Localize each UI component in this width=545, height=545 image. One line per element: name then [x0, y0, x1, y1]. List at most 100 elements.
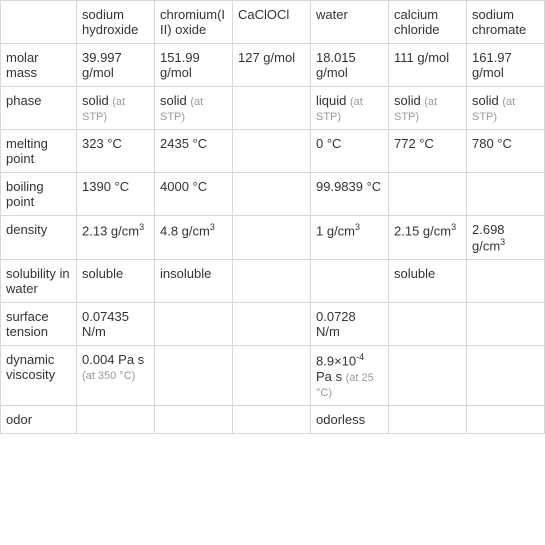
table-cell: 0.0728 N/m — [311, 303, 389, 346]
cell-value: 151.99 g/mol — [160, 50, 200, 80]
table-cell — [155, 346, 233, 405]
cell-value: 111 g/mol — [394, 50, 449, 65]
table-row: surface tension0.07435 N/m0.0728 N/m — [1, 303, 545, 346]
table-cell: solid (at STP) — [467, 87, 545, 130]
table-cell — [77, 405, 155, 433]
table-cell — [389, 173, 467, 216]
cell-value: solid — [394, 93, 421, 108]
row-label: solubility in water — [1, 260, 77, 303]
cell-value: odorless — [316, 412, 365, 427]
table-cell: 4.8 g/cm3 — [155, 216, 233, 260]
table-cell: 780 °C — [467, 130, 545, 173]
table-cell — [233, 87, 311, 130]
header-compound: chromium(III) oxide — [155, 1, 233, 44]
table-row: boiling point 1390 °C 4000 °C 99.9839 °C — [1, 173, 545, 216]
table-row: dynamic viscosity0.004 Pa s (at 350 °C)8… — [1, 346, 545, 405]
cell-value: solid — [472, 93, 499, 108]
table-cell — [467, 260, 545, 303]
header-compound: sodium chromate — [467, 1, 545, 44]
header-compound: sodium hydroxide — [77, 1, 155, 44]
table-row: odor odorless — [1, 405, 545, 433]
table-cell — [233, 405, 311, 433]
table-cell — [233, 173, 311, 216]
table-cell: 161.97 g/mol — [467, 44, 545, 87]
table-cell — [233, 130, 311, 173]
cell-value: solid — [82, 93, 109, 108]
row-label: density — [1, 216, 77, 260]
table-cell: 1 g/cm3 — [311, 216, 389, 260]
cell-value: 0.07435 N/m — [82, 309, 129, 339]
table-cell: liquid (at STP) — [311, 87, 389, 130]
table-cell — [389, 346, 467, 405]
table-cell: 127 g/mol — [233, 44, 311, 87]
table-cell: 323 °C — [77, 130, 155, 173]
table-cell — [389, 405, 467, 433]
table-cell: 0 °C — [311, 130, 389, 173]
cell-value: 772 °C — [394, 136, 434, 151]
cell-value: soluble — [394, 266, 435, 281]
row-label: boiling point — [1, 173, 77, 216]
cell-value: 2.13 g/cm — [82, 223, 139, 238]
table-cell: 111 g/mol — [389, 44, 467, 87]
table-cell: 0.004 Pa s (at 350 °C) — [77, 346, 155, 405]
cell-value: insoluble — [160, 266, 211, 281]
table-cell — [233, 260, 311, 303]
table-cell: 39.997 g/mol — [77, 44, 155, 87]
row-label: dynamic viscosity — [1, 346, 77, 405]
cell-value: 0.004 Pa s — [82, 352, 144, 367]
table-cell — [233, 346, 311, 405]
table-cell: 0.07435 N/m — [77, 303, 155, 346]
table-cell: soluble — [77, 260, 155, 303]
cell-value: 2435 °C — [160, 136, 207, 151]
table-cell: odorless — [311, 405, 389, 433]
cell-value: soluble — [82, 266, 123, 281]
row-label: phase — [1, 87, 77, 130]
table-row: melting point323 °C2435 °C0 °C772 °C780 … — [1, 130, 545, 173]
table-cell — [467, 303, 545, 346]
table-cell — [467, 346, 545, 405]
table-cell: 2435 °C — [155, 130, 233, 173]
cell-value: 161.97 g/mol — [472, 50, 512, 80]
cell-value: 2.15 g/cm — [394, 223, 451, 238]
cell-value: 39.997 g/mol — [82, 50, 122, 80]
row-label: odor — [1, 405, 77, 433]
table-cell: 4000 °C — [155, 173, 233, 216]
cell-value: 4000 °C — [160, 179, 207, 194]
properties-table: sodium hydroxide chromium(III) oxide CaC… — [0, 0, 545, 434]
table-cell: solid (at STP) — [155, 87, 233, 130]
cell-value: 0.0728 N/m — [316, 309, 356, 339]
table-cell: 8.9×10-4 Pa s (at 25 °C) — [311, 346, 389, 405]
table-cell — [155, 405, 233, 433]
table-cell: 18.015 g/mol — [311, 44, 389, 87]
secondary-text: (at 350 °C) — [82, 370, 135, 382]
cell-value: 323 °C — [82, 136, 122, 151]
header-row: sodium hydroxide chromium(III) oxide CaC… — [1, 1, 545, 44]
table-cell — [311, 260, 389, 303]
table-row: phasesolid (at STP)solid (at STP)liquid … — [1, 87, 545, 130]
cell-value: 0 °C — [316, 136, 341, 151]
table-cell: insoluble — [155, 260, 233, 303]
header-compound: calcium chloride — [389, 1, 467, 44]
row-label: molar mass — [1, 44, 77, 87]
cell-value: 1390 °C — [82, 179, 129, 194]
table-cell: solid (at STP) — [389, 87, 467, 130]
table-row: molar mass39.997 g/mol 151.99 g/mol 127 g/… — [1, 44, 545, 87]
table-cell: 2.15 g/cm3 — [389, 216, 467, 260]
header-empty — [1, 1, 77, 44]
cell-value: 1 g/cm — [316, 223, 355, 238]
table-cell — [389, 303, 467, 346]
table-cell — [155, 303, 233, 346]
table-cell — [233, 216, 311, 260]
table-cell: 99.9839 °C — [311, 173, 389, 216]
header-compound: water — [311, 1, 389, 44]
cell-value: 99.9839 °C — [316, 179, 381, 194]
table-cell: 772 °C — [389, 130, 467, 173]
table-row: solubility in water soluble insoluble solub… — [1, 260, 545, 303]
cell-value: 780 °C — [472, 136, 512, 151]
table-cell: solid (at STP) — [77, 87, 155, 130]
table-cell: soluble — [389, 260, 467, 303]
cell-value: liquid — [316, 93, 346, 108]
table-cell — [467, 405, 545, 433]
table-row: density2.13 g/cm34.8 g/cm31 g/cm32.15 g/… — [1, 216, 545, 260]
table-cell: 151.99 g/mol — [155, 44, 233, 87]
